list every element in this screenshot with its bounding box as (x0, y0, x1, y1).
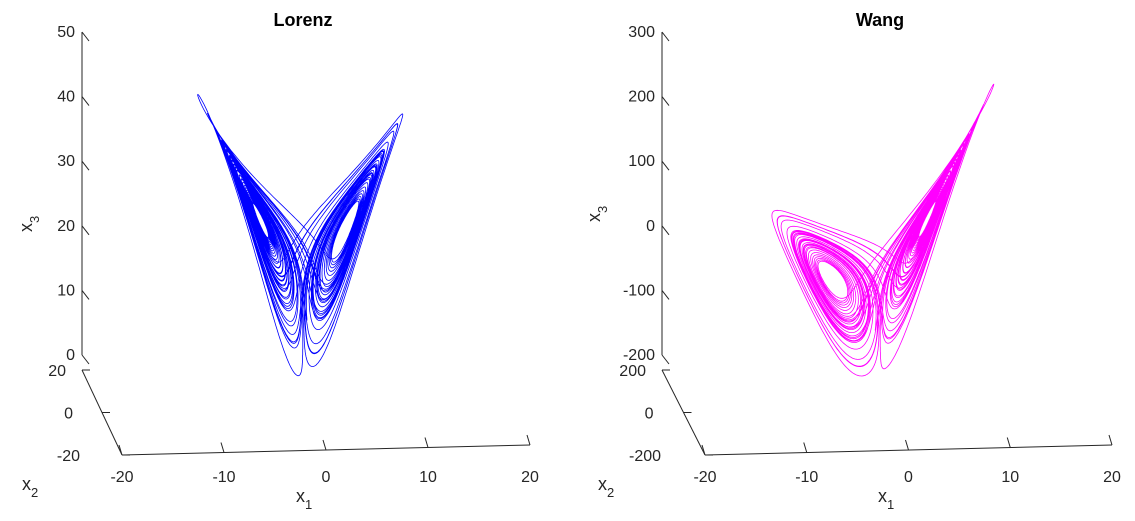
lorenz-x-tick-mark (322, 439, 327, 451)
lorenz-z-tick-mark (81, 31, 90, 42)
wang-x-tick-mark (1108, 434, 1113, 446)
lorenz-z-tick-label: 20 (57, 218, 75, 235)
wang-trajectory (771, 83, 995, 377)
lorenz-z-tick-label: 40 (57, 89, 75, 106)
wang-z-tick-label: -200 (623, 347, 655, 364)
wang-z-tick-mark (661, 31, 670, 42)
wang-x-tick-label: 10 (1001, 469, 1019, 486)
wang-z-tick-label: 200 (628, 89, 655, 106)
wang-x-tick-label: 0 (904, 469, 913, 486)
wang-x-tick-mark (1006, 437, 1011, 448)
lorenz-z-tick-label: 0 (66, 347, 75, 364)
wang-z-tick-label: -100 (623, 282, 655, 299)
lorenz-x-tick-label: 20 (521, 469, 539, 486)
wang-x-tick-mark (803, 442, 808, 453)
wang-x1-label: x1 (878, 486, 894, 512)
lorenz-x-tick-mark (526, 434, 531, 446)
wang-z-tick-mark (661, 96, 670, 106)
wang-x2-label: x2 (598, 474, 614, 500)
lorenz-z-tick-mark (81, 96, 90, 106)
wang-x3-label: x3 (584, 206, 610, 222)
lorenz-z-tick-label: 30 (57, 153, 75, 170)
lorenz-x1-label: x1 (296, 486, 312, 512)
lorenz-z-tick-label: 50 (57, 24, 75, 41)
lorenz-z-tick-mark (81, 354, 90, 365)
lorenz-x-tick-label: 0 (322, 469, 331, 486)
lorenz-trajectory (197, 93, 404, 377)
lorenz-title: Lorenz (273, 10, 332, 30)
wang-z-tick-mark (661, 225, 670, 236)
lorenz-x-tick-label: -20 (110, 469, 133, 486)
wang-x-tick-label: -20 (693, 469, 716, 486)
lorenz-y-tick-label: 0 (64, 406, 73, 423)
wang-x-tick-label: 20 (1103, 469, 1121, 486)
wang-x-tick-mark (905, 439, 909, 451)
lorenz-x-tick-label: -10 (212, 469, 235, 486)
lorenz-x3-label: x3 (16, 216, 42, 232)
lorenz-x-tick-mark (118, 444, 123, 456)
wang-y-tick-label: -200 (629, 448, 661, 465)
wang-z-tick-label: 100 (628, 153, 655, 170)
lorenz-z-tick-mark (81, 225, 90, 236)
wang-y-tick-label: 200 (619, 363, 646, 380)
wang-z-tick-label: 0 (646, 218, 655, 235)
lorenz-y-tick-label: -20 (57, 448, 80, 465)
wang-z-tick-mark (661, 354, 670, 365)
lorenz-z-tick-label: 10 (57, 282, 75, 299)
wang-title: Wang (856, 10, 904, 30)
wang-z-tick-label: 300 (628, 24, 655, 41)
lorenz-x-tick-mark (424, 437, 429, 448)
wang-x-tick-mark (701, 444, 706, 456)
lorenz-z-tick-mark (81, 290, 90, 300)
wang-z-tick-mark (661, 290, 670, 300)
lorenz-x-tick-mark (220, 442, 225, 453)
wang-z-tick-mark (661, 160, 670, 171)
lorenz-z-tick-mark (81, 160, 90, 171)
lorenz-x2-label: x2 (22, 474, 38, 500)
wang-x-tick-label: -10 (795, 469, 818, 486)
wang-y-tick-label: 0 (645, 406, 654, 423)
lorenz-x-tick-label: 10 (419, 469, 437, 486)
lorenz-y-tick-label: 20 (48, 363, 66, 380)
